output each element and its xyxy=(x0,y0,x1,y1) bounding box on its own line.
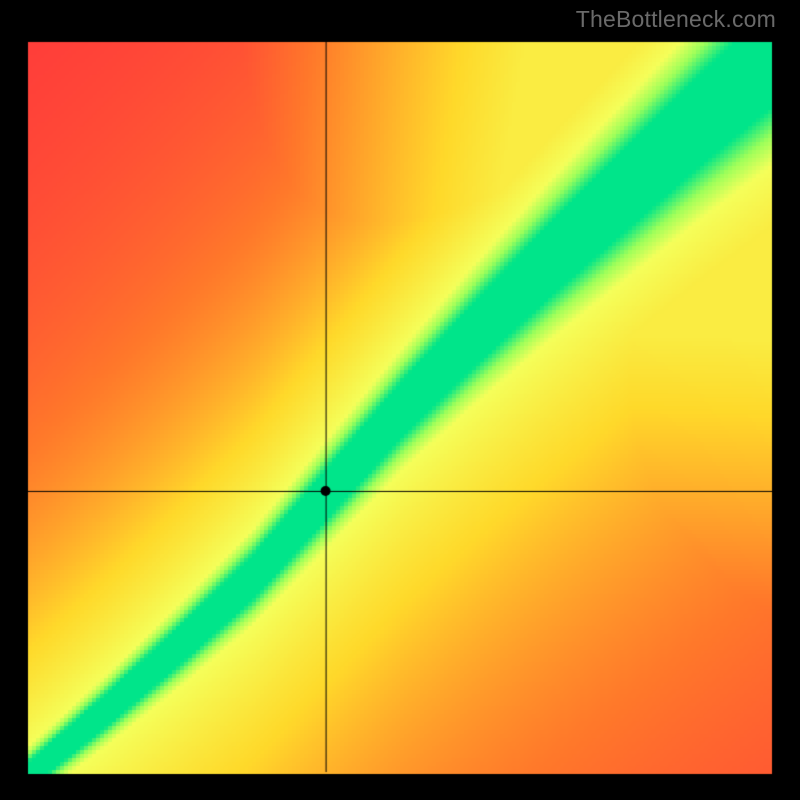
watermark-text: TheBottleneck.com xyxy=(576,6,776,33)
chart-container: TheBottleneck.com xyxy=(0,0,800,800)
bottleneck-heatmap xyxy=(0,0,800,800)
